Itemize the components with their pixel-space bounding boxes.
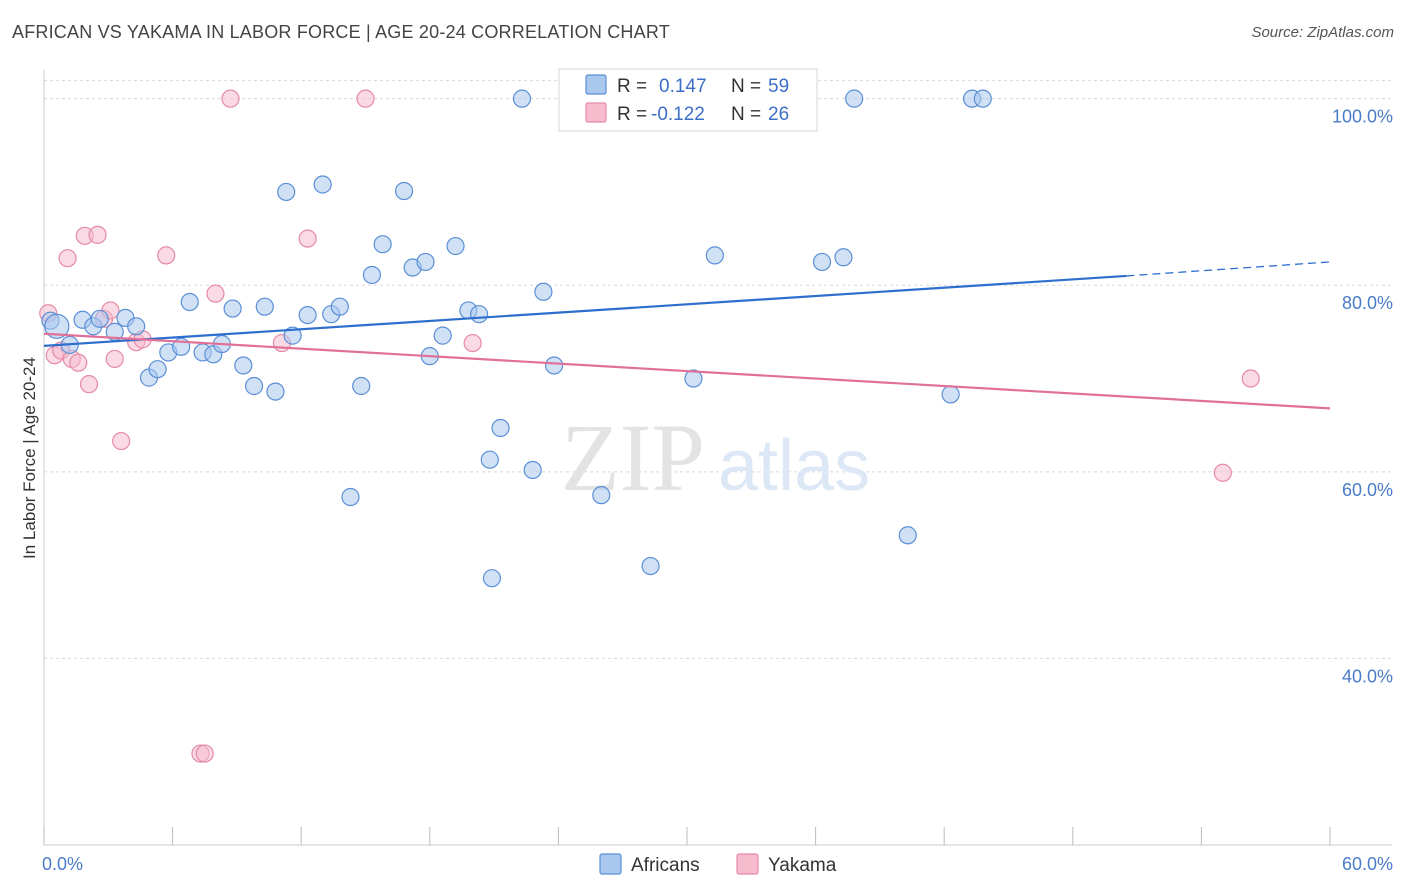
legend-r-value-yakama: -0.122 [651,104,705,125]
legend-r-label-africans: R = [617,76,647,97]
africans-point-32 [394,181,414,201]
yakama-point-17 [195,744,214,763]
yakama-point-21 [298,229,317,248]
africans-point-45 [534,282,553,301]
x-tick-label-max: 60.0% [1342,854,1393,874]
africans-point-25 [313,175,332,194]
y-tick-label-100: 100.0% [1332,107,1393,127]
africans-point-54 [834,248,853,267]
series-africans-points [41,89,992,588]
africans-point-22 [277,182,296,202]
yakama-point-11 [105,349,124,369]
africans-point-44 [523,460,542,480]
africans-point-20 [255,297,274,316]
source-label: Source: ZipAtlas.com [1251,24,1394,41]
africans-point-36 [433,326,452,345]
africans-point-42 [491,418,510,438]
series-legend: Africans Yakama [599,853,837,876]
legend-swatch-africans [585,74,607,95]
africans-point-34 [416,252,435,272]
legend-n-value-yakama: 26 [768,104,789,125]
africans-point-53 [812,252,832,272]
africans-point-49 [641,556,660,576]
series-legend-label-africans: Africans [631,855,700,876]
axes: 40.0% 60.0% 80.0% 100.0% 0.0% 60.0% [42,70,1393,874]
africans-point-56 [898,526,917,545]
yakama-trend-line [43,332,1331,410]
africans-trend-extension [1126,261,1331,277]
africans-point-5 [90,309,109,328]
africans-point-29 [352,376,371,396]
yakama-point-5 [69,353,88,372]
y-tick-label-80: 80.0% [1342,293,1393,313]
stats-legend: R = 0.147 N = 59 R = -0.122 N = 26 [558,68,818,132]
africans-point-48 [592,486,611,505]
yakama-point-15 [157,246,176,265]
y-tick-label-40: 40.0% [1342,666,1393,686]
yakama-point-3 [58,249,77,268]
africans-point-8 [127,317,146,336]
y-tick-label-60: 60.0% [1342,480,1393,500]
africans-point-39 [469,305,489,324]
legend-n-value-africans: 59 [768,76,789,97]
yakama-point-7 [79,375,99,394]
africans-point-19 [244,376,264,396]
africans-point-24 [298,305,317,325]
africans-point-41 [482,569,502,588]
legend-n-label-africans: N = [731,76,761,97]
yakama-point-23 [463,333,482,353]
yakama-point-25 [1241,369,1260,388]
africans-point-50 [684,369,703,388]
africans-point-31 [373,235,392,254]
africans-point-13 [180,292,199,312]
legend-n-label-yakama: N = [731,104,761,125]
watermark-atlas: atlas [718,426,870,506]
africans-point-10 [148,360,167,379]
africans-point-57 [941,385,960,404]
africans-point-30 [362,265,382,285]
trend-lines [43,261,1331,410]
africans-point-40 [480,450,499,469]
yakama-point-8 [88,225,107,244]
legend-r-value-africans: 0.147 [659,76,707,97]
africans-point-55 [845,89,864,108]
series-legend-swatch-africans [599,853,622,875]
yakama-point-22 [356,89,375,108]
africans-point-43 [512,89,532,108]
africans-point-23 [283,326,302,345]
africans-point-59 [973,89,992,108]
yakama-point-18 [206,284,225,303]
yakama-point-12 [112,431,131,451]
africans-point-1 [44,313,70,339]
africans-point-21 [266,382,285,401]
y-axis-label: In Labor Force | Age 20-24 [20,357,39,559]
africans-point-17 [223,299,242,318]
africans-point-27 [330,297,349,316]
africans-point-28 [341,487,360,507]
chart-title: AFRICAN VS YAKAMA IN LABOR FORCE | AGE 2… [12,22,670,42]
legend-swatch-yakama [585,102,607,123]
series-legend-label-yakama: Yakama [768,855,837,876]
africans-point-46 [545,356,564,375]
series-legend-swatch-yakama [736,853,759,875]
africans-point-37 [446,236,465,256]
watermark-zip: ZIP [561,404,705,511]
x-tick-label-min: 0.0% [42,854,83,874]
yakama-point-24 [1213,463,1232,482]
watermark: ZIP atlas [561,404,870,511]
legend-r-label-yakama: R = [617,104,647,125]
africans-point-18 [234,356,253,375]
yakama-point-19 [221,89,240,108]
africans-trend-line [43,274,1127,347]
africans-point-51 [705,246,724,265]
